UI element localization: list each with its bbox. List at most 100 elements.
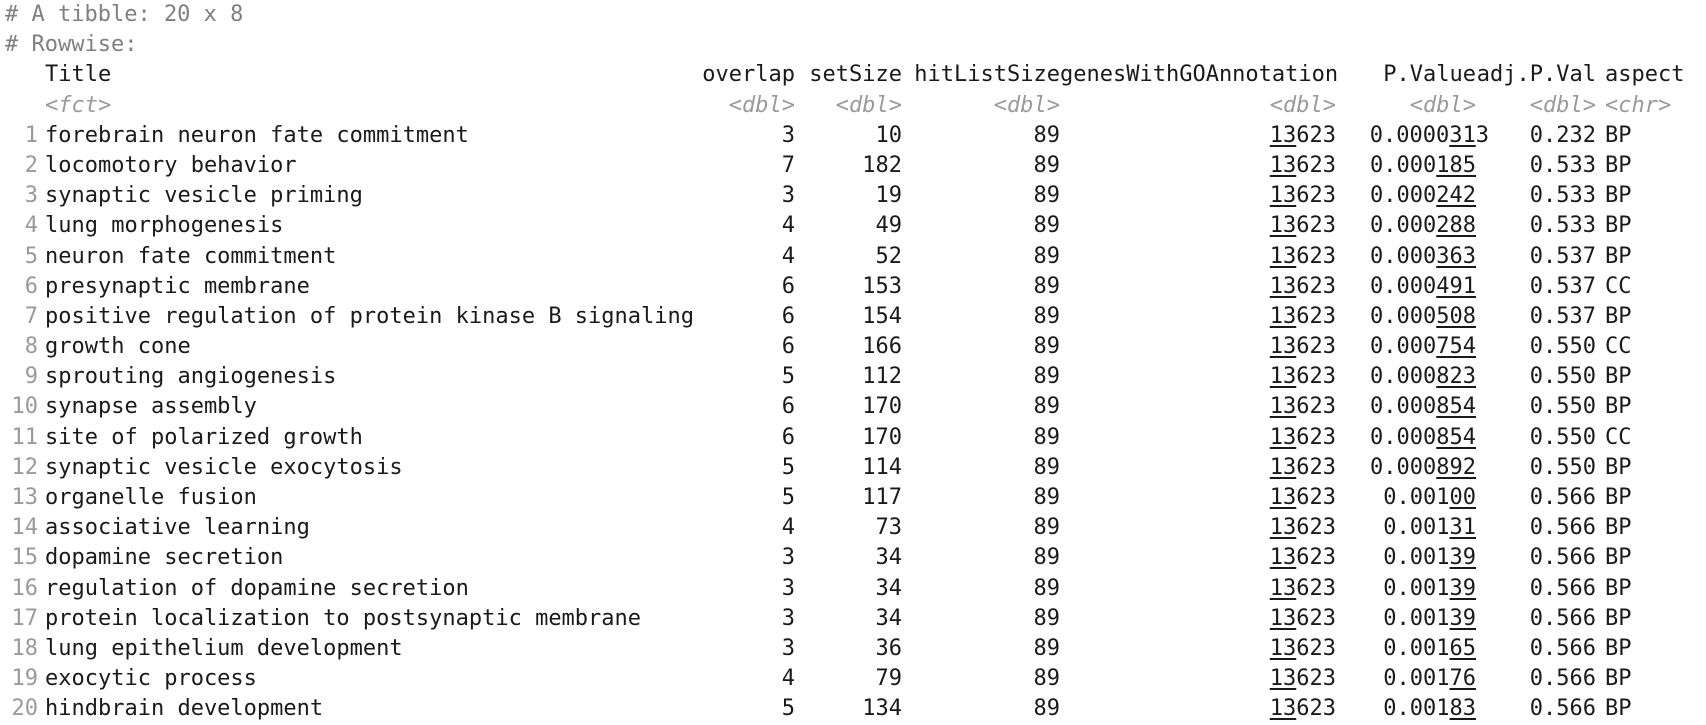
table-row: 18 lung epithelium development 3 36 89 13623 0… xyxy=(5,634,1705,664)
cell-adjpval: 0.533 xyxy=(1529,183,1596,209)
cell-overlap: 6 xyxy=(781,424,795,450)
cell-overlap: 6 xyxy=(781,303,795,329)
col-header-setsize: setSize xyxy=(809,62,902,88)
genes-remaining-digits: 623 xyxy=(1296,515,1336,541)
cell-pvalue: 0.000508 xyxy=(1336,302,1476,332)
pvalue-significant-digits: 491 xyxy=(1436,273,1476,299)
row-number: 9 xyxy=(24,364,38,390)
col-type-geneswithgoannotation: <dbl> xyxy=(1269,92,1336,118)
cell-adjpval: 0.550 xyxy=(1529,454,1596,480)
cell-overlap: 3 xyxy=(781,635,795,661)
cell-hitlistsize: 89 xyxy=(1033,424,1061,450)
cell-setsize: 19 xyxy=(875,183,903,209)
cell-geneswithgoannotation: 13623 xyxy=(1060,574,1336,604)
genes-remaining-digits: 623 xyxy=(1296,605,1336,631)
pvalue-suffix: 3 xyxy=(1475,122,1489,148)
cell-hitlistsize: 89 xyxy=(1033,696,1061,722)
pvalue-prefix: 0.001 xyxy=(1383,635,1450,661)
col-header-geneswithgoannotation: genesWithGOAnnotation xyxy=(1060,62,1339,88)
cell-hitlistsize: 89 xyxy=(1033,394,1061,420)
cell-hitlistsize: 89 xyxy=(1033,635,1061,661)
genes-remaining-digits: 623 xyxy=(1296,696,1336,722)
pvalue-significant-digits: 288 xyxy=(1436,213,1476,239)
cell-pvalue: 0.00131 xyxy=(1336,513,1476,543)
genes-significant-digits: 13 xyxy=(1269,334,1297,360)
tibble-rows: 1 forebrain neuron fate commitment 3 10 89 13… xyxy=(5,121,1705,725)
pvalue-significant-digits: 31 xyxy=(1449,122,1476,148)
table-row: 16 regulation of dopamine secretion 3 34 89 1… xyxy=(5,574,1705,604)
cell-hitlistsize: 89 xyxy=(1033,666,1061,692)
cell-geneswithgoannotation: 13623 xyxy=(1060,181,1336,211)
cell-aspect: BP xyxy=(1605,575,1632,601)
table-row: 5 neuron fate commitment 4 52 89 13623 0.00036… xyxy=(5,242,1705,272)
table-row: 2 locomotory behavior 7 182 89 13623 0.000185 0… xyxy=(5,151,1705,181)
cell-setsize: 170 xyxy=(862,424,902,450)
row-number: 15 xyxy=(11,545,39,571)
genes-significant-digits: 13 xyxy=(1269,122,1297,148)
pvalue-prefix: 0.001 xyxy=(1383,696,1450,722)
cell-geneswithgoannotation: 13623 xyxy=(1060,634,1336,664)
cell-geneswithgoannotation: 13623 xyxy=(1060,513,1336,543)
cell-geneswithgoannotation: 13623 xyxy=(1060,604,1336,634)
cell-geneswithgoannotation: 13623 xyxy=(1060,242,1336,272)
cell-title: associative learning xyxy=(45,515,310,541)
cell-adjpval: 0.566 xyxy=(1529,635,1596,661)
column-type-row: <fct> <dbl> <dbl> <dbl> <dbl> <dbl> <dbl… xyxy=(5,91,1705,121)
pvalue-prefix: 0.000 xyxy=(1370,394,1437,420)
row-number: 20 xyxy=(11,696,39,722)
cell-aspect: BP xyxy=(1605,303,1632,329)
cell-hitlistsize: 89 xyxy=(1033,605,1061,631)
cell-pvalue: 0.0000313 xyxy=(1336,121,1489,151)
cell-aspect: BP xyxy=(1605,152,1632,178)
pvalue-prefix: 0.000 xyxy=(1370,152,1437,178)
genes-significant-digits: 13 xyxy=(1269,515,1297,541)
cell-aspect: BP xyxy=(1605,364,1632,390)
cell-hitlistsize: 89 xyxy=(1033,515,1061,541)
cell-hitlistsize: 89 xyxy=(1033,122,1061,148)
cell-title: synaptic vesicle exocytosis xyxy=(45,454,403,480)
row-number: 7 xyxy=(24,303,38,329)
pvalue-prefix: 0.001 xyxy=(1383,575,1450,601)
pvalue-significant-digits: 185 xyxy=(1436,152,1476,178)
pvalue-significant-digits: 00 xyxy=(1449,485,1477,510)
cell-setsize: 34 xyxy=(875,575,903,601)
table-row: 9 sprouting angiogenesis 5 112 89 13623 0.0008… xyxy=(5,362,1705,392)
cell-setsize: 166 xyxy=(862,334,902,360)
cell-hitlistsize: 89 xyxy=(1033,485,1061,510)
genes-significant-digits: 13 xyxy=(1269,152,1297,178)
genes-remaining-digits: 623 xyxy=(1296,364,1336,390)
cell-setsize: 134 xyxy=(862,696,902,722)
table-row: 6 presynaptic membrane 6 153 89 13623 0.000491… xyxy=(5,272,1705,302)
cell-hitlistsize: 89 xyxy=(1033,545,1061,571)
pvalue-significant-digits: 39 xyxy=(1449,545,1477,571)
cell-geneswithgoannotation: 13623 xyxy=(1060,362,1336,392)
cell-setsize: 114 xyxy=(862,454,902,480)
genes-remaining-digits: 623 xyxy=(1296,666,1336,692)
cell-adjpval: 0.566 xyxy=(1529,515,1596,541)
cell-overlap: 4 xyxy=(781,515,795,541)
cell-aspect: BP xyxy=(1605,122,1632,148)
row-number: 4 xyxy=(24,213,38,239)
cell-adjpval: 0.566 xyxy=(1529,666,1596,692)
cell-title: growth cone xyxy=(45,334,191,360)
pvalue-prefix: 0.001 xyxy=(1383,515,1450,541)
cell-pvalue: 0.00165 xyxy=(1336,634,1476,664)
cell-aspect: BP xyxy=(1605,666,1632,692)
cell-pvalue: 0.00100 xyxy=(1336,483,1476,513)
pvalue-prefix: 0.000 xyxy=(1370,183,1437,209)
cell-aspect: BP xyxy=(1605,545,1632,571)
col-type-setsize: <dbl> xyxy=(835,92,902,118)
row-number: 14 xyxy=(11,515,39,541)
pvalue-significant-digits: 854 xyxy=(1436,394,1476,420)
cell-overlap: 5 xyxy=(781,454,795,480)
col-header-overlap: overlap xyxy=(702,62,795,88)
cell-geneswithgoannotation: 13623 xyxy=(1060,392,1336,422)
cell-overlap: 5 xyxy=(781,485,795,510)
cell-hitlistsize: 89 xyxy=(1033,213,1061,239)
cell-title: positive regulation of protein kinase B … xyxy=(45,303,695,329)
cell-aspect: BP xyxy=(1605,394,1632,420)
cell-setsize: 36 xyxy=(875,635,903,661)
tibble-dimensions-comment: # A tibble: 20 x 8 xyxy=(5,2,244,27)
row-number: 5 xyxy=(24,243,38,269)
cell-geneswithgoannotation: 13623 xyxy=(1060,211,1336,241)
